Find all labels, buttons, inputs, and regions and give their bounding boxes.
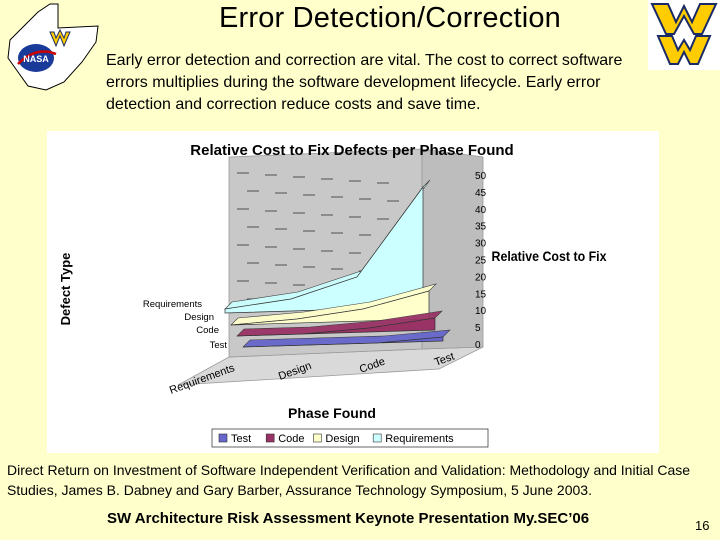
legend-box	[211, 428, 489, 448]
series-area-requirements	[224, 185, 424, 314]
y-tick-label: 20	[475, 272, 487, 283]
legend-label: Test	[231, 433, 251, 445]
legend-label: Requirements	[385, 433, 454, 445]
y-tick-label: 50	[475, 171, 487, 182]
footer-text: SW Architecture Risk Assessment Keynote …	[107, 510, 590, 527]
cost-chart: 0 5 10 15 20 25 30 35 40 45 50 Test Code Design Requi…	[58, 142, 607, 448]
legend-swatch	[372, 433, 382, 443]
nasa-logo-text: NASA	[23, 54, 49, 64]
legend-swatch	[218, 433, 228, 443]
source-citation: Direct Return on Investment of Software …	[7, 462, 691, 498]
defect-type-labels: Test Code Design Requirements	[143, 299, 227, 351]
page-number: 16	[695, 518, 710, 533]
wall-gridlines	[237, 172, 399, 302]
y-tick-label: 40	[475, 205, 487, 216]
chart-title: Relative Cost to Fix Defects per Phase F…	[190, 142, 513, 159]
legend-swatch	[265, 433, 275, 443]
chart-frame: 0 5 10 15 20 25 30 35 40 45 50 Test Code Design Requi…	[47, 131, 659, 453]
series-layer	[224, 179, 451, 348]
series-area-code	[236, 317, 436, 337]
y-tick-label: 5	[475, 323, 481, 334]
y-tick-label: 35	[475, 222, 487, 233]
legend-swatch	[313, 433, 322, 443]
wvu-logo	[648, 0, 720, 70]
y-tick-label: 30	[475, 239, 487, 250]
legend-label: Design	[325, 433, 359, 445]
defect-type-label: Requirements	[143, 299, 202, 310]
y-tick-label: 15	[475, 289, 487, 300]
defect-type-label: Code	[196, 325, 219, 336]
y-tick-label: 45	[475, 188, 487, 199]
x-axis-title: Phase Found	[288, 405, 376, 421]
y-tick-label: 10	[475, 306, 487, 317]
defect-type-label: Design	[184, 312, 214, 323]
series-area-test	[242, 336, 444, 348]
slide-title: Error Detection/Correction	[218, 2, 562, 34]
legend: Test Code Design Requirements	[218, 433, 454, 445]
y-tick-label: 25	[475, 256, 487, 267]
y-tick-labels: 0 5 10 15 20 25 30 35 40 45 50	[475, 171, 487, 351]
nasa-logo: NASA	[7, 3, 99, 91]
legend-label: Code	[278, 433, 304, 445]
defect-type-label: Test	[210, 340, 228, 351]
z-axis-title: Defect Type	[58, 253, 73, 326]
y-tick-label: 0	[475, 340, 481, 351]
intro-paragraph: Early error detection and correction are…	[106, 52, 623, 113]
y-axis-title: Relative Cost to Fix	[492, 248, 607, 264]
